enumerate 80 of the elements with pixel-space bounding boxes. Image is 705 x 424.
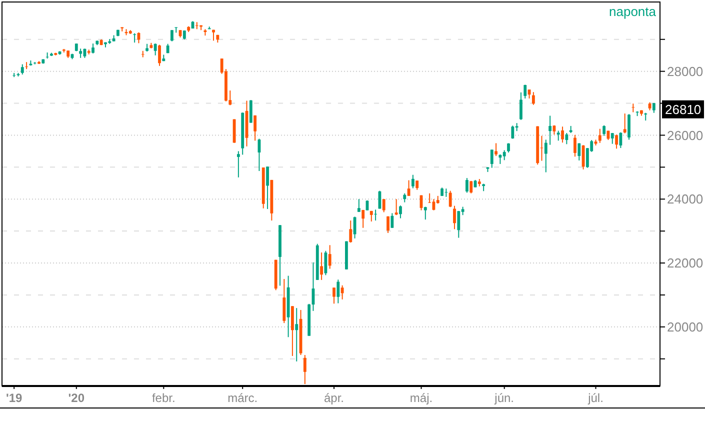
- candlestick: [254, 114, 257, 142]
- candlestick: [324, 250, 328, 276]
- candlestick: [524, 84, 527, 99]
- candlestick: [332, 287, 336, 304]
- y-tick-label: 20000: [667, 319, 704, 334]
- candlestick: [282, 278, 286, 324]
- chart-title: naponta: [609, 4, 657, 19]
- candlestick: [320, 252, 323, 280]
- x-tick-label: júl.: [587, 391, 604, 405]
- candlestick: [532, 92, 535, 106]
- candlestick: [561, 126, 564, 144]
- candlestick: [453, 205, 456, 230]
- candlestick: [444, 188, 448, 198]
- candlestick: [357, 198, 360, 212]
- candlestick: [170, 30, 174, 42]
- x-tick-label: ápr.: [324, 391, 344, 405]
- candlestick: [548, 115, 552, 146]
- candlestick: [328, 244, 332, 270]
- x-tick-label: '20: [68, 391, 85, 405]
- x-tick-label: máj.: [410, 391, 433, 405]
- candlestick: [470, 180, 473, 194]
- candlestick: [490, 149, 494, 168]
- candlestick: [394, 198, 398, 216]
- candlestick: [79, 48, 82, 58]
- candlestick: [154, 43, 157, 56]
- candlestick: [399, 205, 402, 219]
- candlestick: [602, 124, 606, 136]
- x-tick-label: '19: [6, 391, 23, 405]
- candlestick: [457, 210, 460, 238]
- candlestick: [378, 190, 382, 210]
- candlestick: [390, 212, 394, 228]
- candlestick: [632, 103, 635, 113]
- x-tick-label: márc.: [228, 391, 258, 405]
- candlestick: [295, 308, 298, 362]
- candlestick: [628, 114, 630, 140]
- candlestick: [416, 180, 419, 190]
- candlestick: [386, 216, 390, 234]
- candlestick: [195, 22, 198, 30]
- y-tick-label: 22000: [667, 256, 704, 271]
- candlestick: [598, 128, 602, 144]
- candlestick: [574, 134, 576, 158]
- candlestick: [448, 190, 452, 208]
- candlestick: [141, 50, 144, 58]
- candlestick: [511, 125, 514, 140]
- candlestick: [336, 279, 340, 304]
- candlestick: [520, 92, 522, 120]
- candlestick: [25, 62, 28, 70]
- candlestick: [290, 306, 294, 356]
- candlestick: [236, 150, 240, 178]
- x-tick-label: febr.: [152, 391, 176, 405]
- candlestick: [349, 220, 352, 244]
- candlestick: [382, 198, 386, 213]
- candlestick: [544, 139, 548, 173]
- candlestick: [502, 150, 506, 161]
- y-tick-label: 26000: [667, 128, 704, 143]
- candlestick: [494, 142, 498, 156]
- candlestick: [615, 134, 618, 150]
- annotation: 26810: [665, 102, 702, 117]
- candlestick: [578, 142, 581, 161]
- candlestick: [411, 174, 414, 189]
- candlestick: [424, 206, 427, 220]
- y-tick-label: 28000: [667, 64, 704, 79]
- candlestick: [623, 112, 626, 134]
- candlestick: [266, 166, 269, 210]
- candlestick: [565, 132, 568, 145]
- candlestick: [92, 43, 94, 54]
- candlestick: [619, 132, 622, 148]
- candlestick: [362, 209, 365, 228]
- candlestick: [498, 154, 502, 164]
- candlestick: [20, 64, 24, 76]
- candlestick: [303, 354, 306, 385]
- candlestick: [46, 52, 49, 60]
- candlestick: [158, 44, 161, 66]
- candlestick: [466, 178, 468, 194]
- y-tick-label: 24000: [667, 192, 704, 207]
- candlestick: [249, 100, 252, 124]
- x-tick-label: jún.: [494, 391, 514, 405]
- candlestick: [340, 284, 344, 300]
- candlestick: [507, 142, 510, 153]
- candlestick: [556, 130, 560, 142]
